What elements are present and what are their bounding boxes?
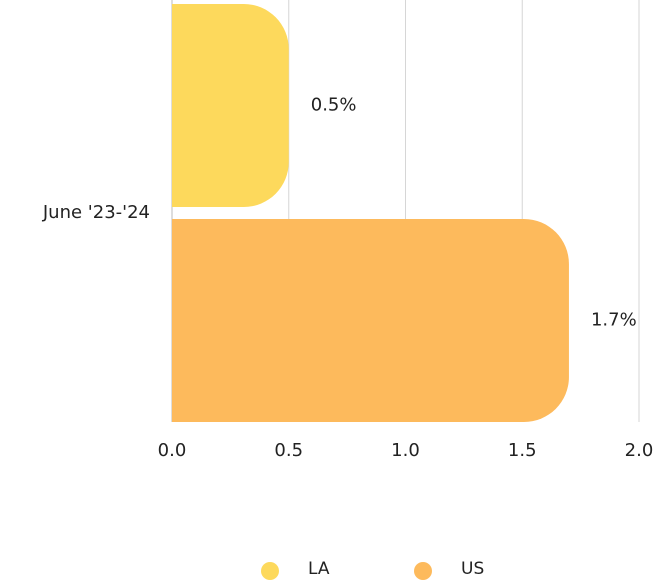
legend-swatch bbox=[261, 562, 279, 580]
value-label: 1.7% bbox=[591, 310, 637, 331]
legend-label: US bbox=[461, 559, 484, 579]
x-tick-label: 2.0 bbox=[625, 440, 654, 461]
legend-label: LA bbox=[308, 559, 330, 579]
legend-swatch bbox=[414, 562, 432, 580]
x-tick-label: 0.0 bbox=[158, 440, 187, 461]
bar bbox=[172, 4, 289, 207]
y-tick-label: June '23-'24 bbox=[42, 202, 150, 223]
bar bbox=[172, 219, 569, 422]
x-tick-label: 1.5 bbox=[508, 440, 537, 461]
value-label: 0.5% bbox=[311, 95, 357, 116]
x-tick-label: 0.5 bbox=[274, 440, 303, 461]
x-tick-label: 1.0 bbox=[391, 440, 420, 461]
